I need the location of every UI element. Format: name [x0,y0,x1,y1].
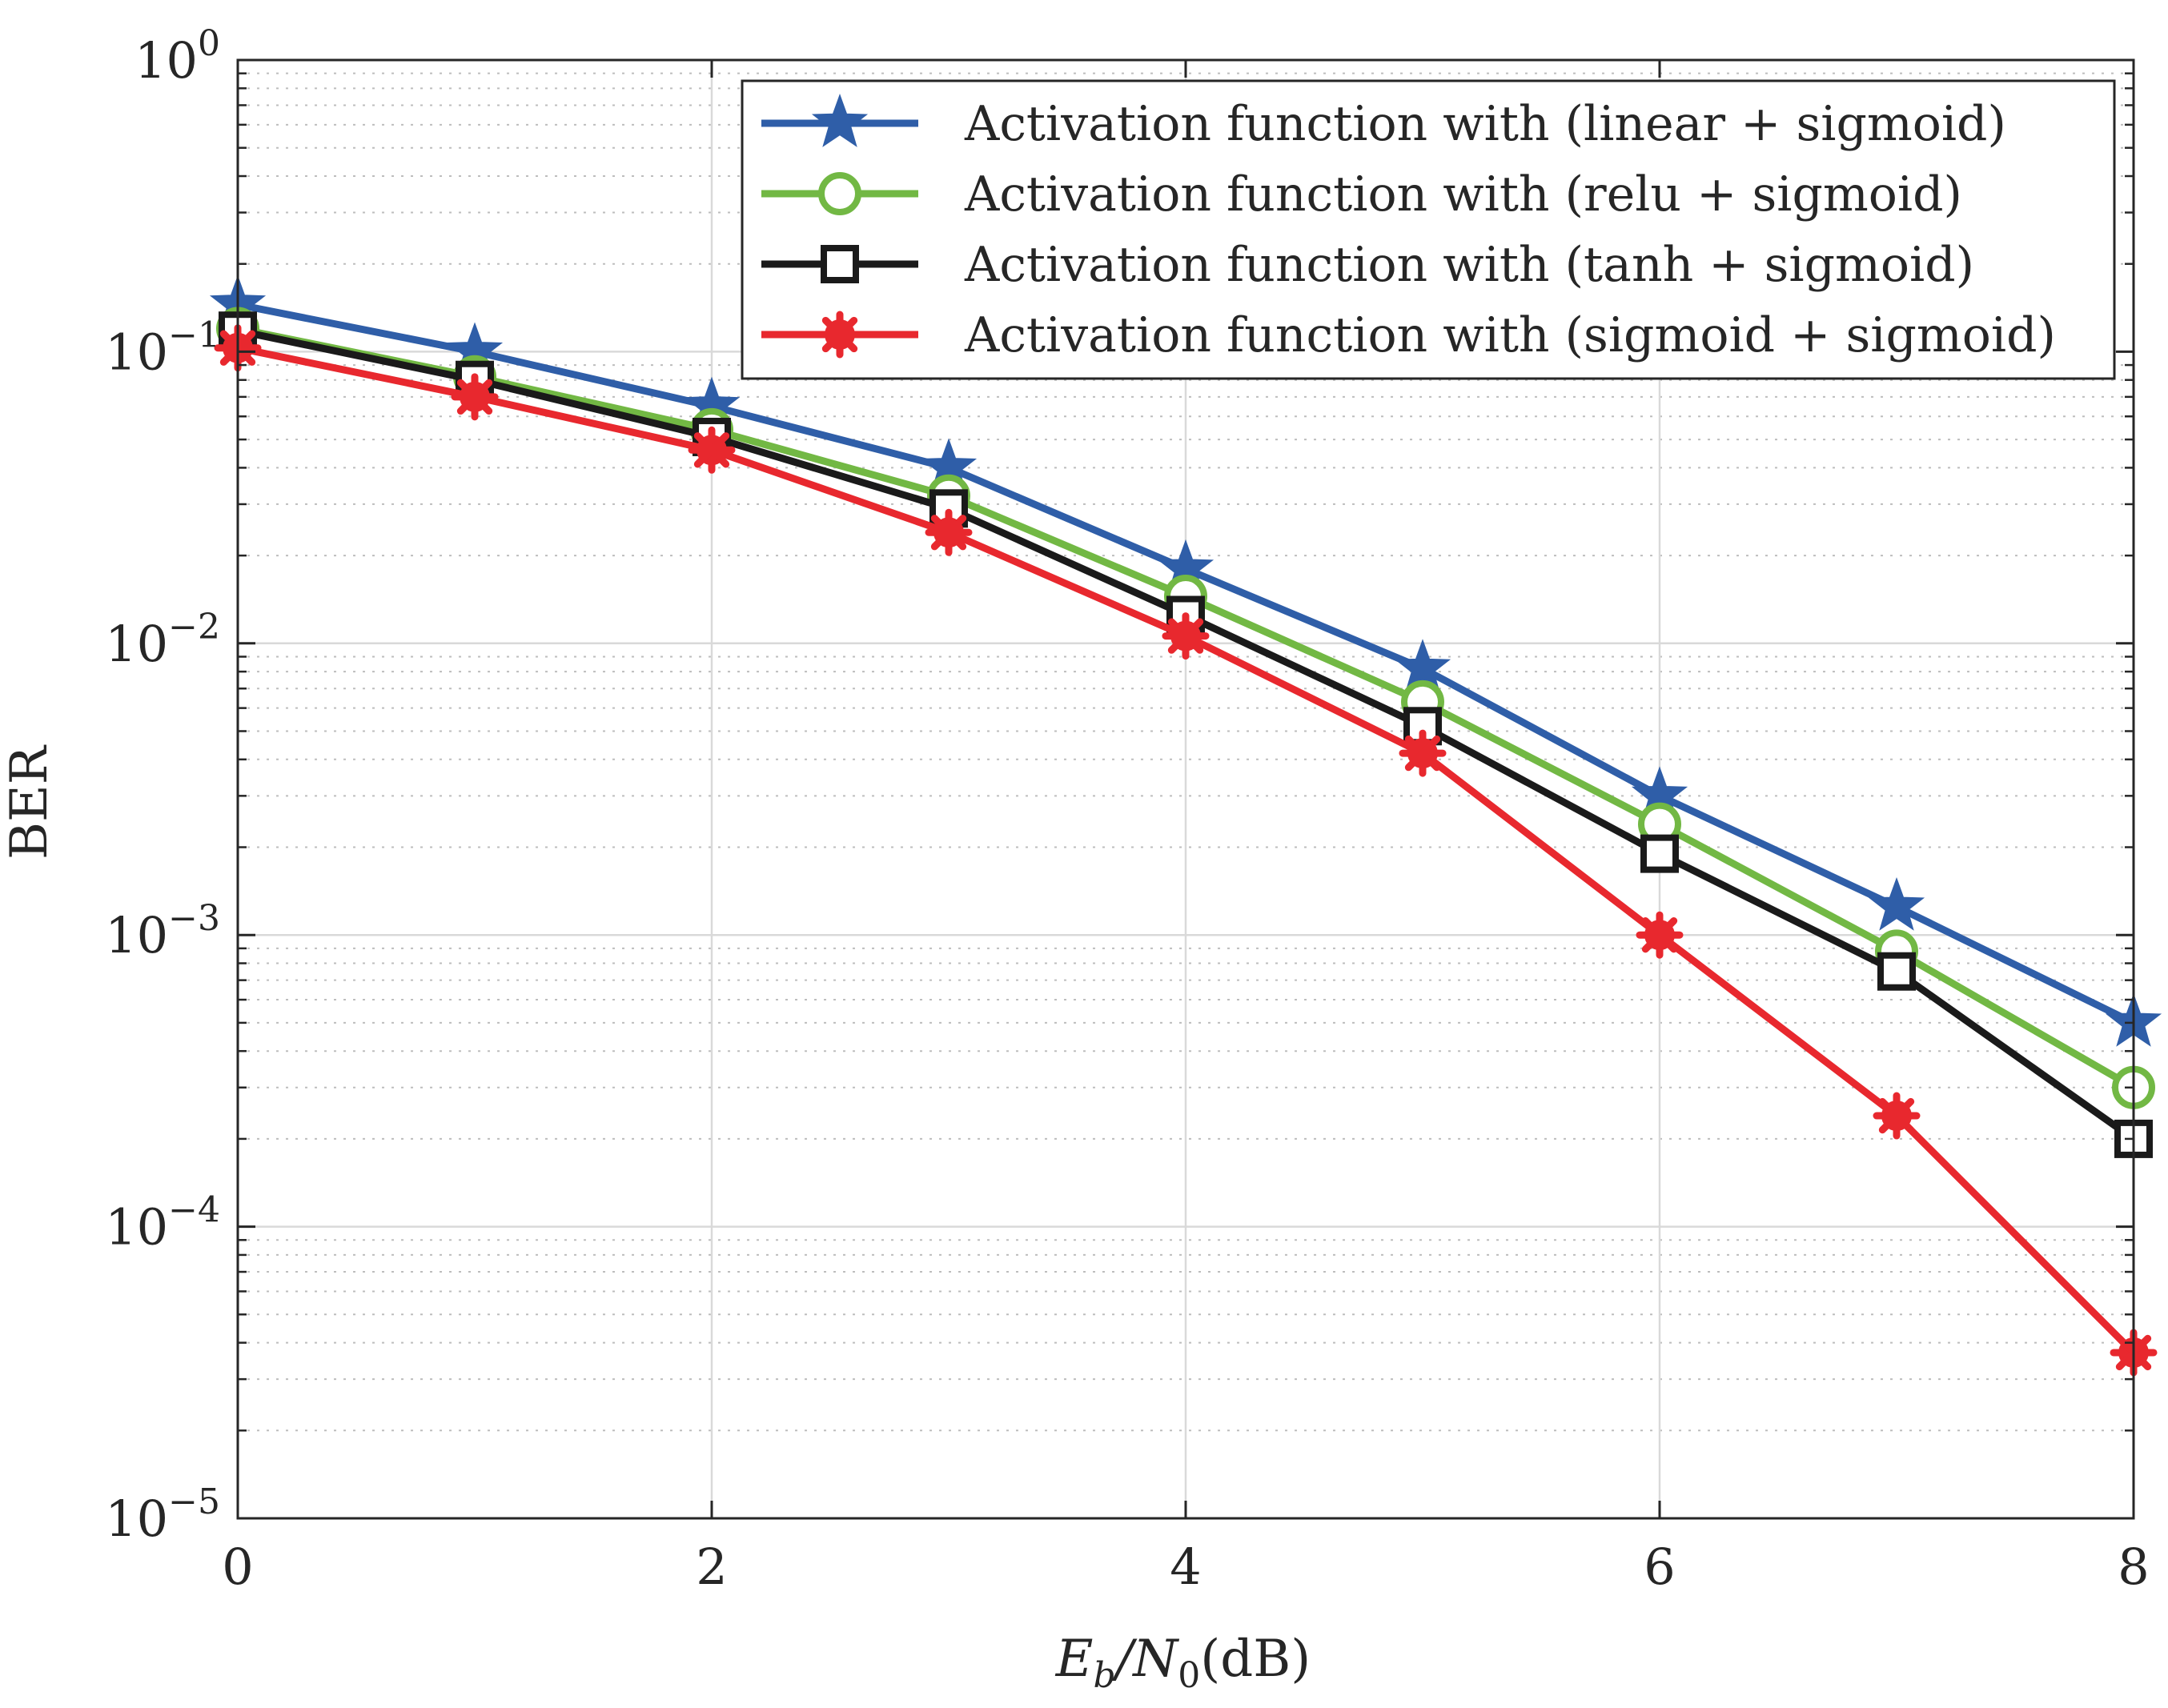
series-4-point [1636,911,1684,959]
series-4-point [1399,729,1447,777]
series-4-point [688,426,736,474]
series-1-point [1394,639,1451,693]
y-tick-label: 10−5 [105,1481,220,1548]
series-4-point [1873,1092,1921,1140]
legend: Activation function with (linear + sigmo… [741,79,2116,380]
x-tick-label: 8 [2118,1538,2149,1596]
legend-box [741,79,2116,380]
series-4-point [451,373,499,421]
x-label-unit: (dB) [1200,1630,1311,1689]
y-tick-exponent: −5 [168,1481,220,1522]
series-4-point-spoke [456,379,493,415]
y-tick-label: 10−2 [105,607,220,673]
legend-marker-spoke [821,316,858,353]
x-label-sub2: 0 [1178,1655,1200,1696]
legend-label: Activation function with (linear + sigmo… [964,96,2006,152]
y-axis-label: BER [0,744,59,860]
y-tick-base: 10 [134,31,198,90]
y-tick-base: 10 [105,1489,168,1548]
y-tick-label: 10−1 [105,315,220,381]
series-3-point [1640,834,1679,873]
x-label-sub1: b [1094,1655,1116,1696]
legend-item: Activation function with (tanh + sigmoid… [761,237,1974,293]
series-1 [209,275,2162,1047]
x-tick-label: 0 [222,1538,253,1596]
y-tick-base: 10 [105,615,168,673]
y-tick-label: 10−4 [105,1190,220,1257]
series-4-point [1162,612,1210,660]
legend-item: Activation function with (linear + sigmo… [761,94,2006,152]
x-tick-label: 6 [1644,1538,1675,1596]
y-tick-exponent: −4 [168,1190,220,1231]
y-tick-base: 10 [105,1198,168,1257]
series-1-point [1868,876,1925,931]
y-tick-label: 10−3 [105,898,220,964]
series-4-point-spoke [693,432,730,468]
series-4-point-spoke [1878,1097,1915,1134]
legend-marker [818,172,861,215]
series-4-point-spoke [1404,735,1441,772]
series-4-point-spoke [1167,618,1204,654]
y-tick-exponent: −3 [168,898,220,939]
legend-marker [821,245,859,283]
x-tick-label: 4 [1170,1538,1201,1596]
series-4-point-spoke [930,515,967,551]
series-4-point-spoke [1641,917,1678,953]
y-tick-exponent: −1 [168,315,220,355]
y-tick-base: 10 [105,323,168,381]
y-tick-exponent: 0 [198,23,220,64]
data-series [209,275,2162,1377]
x-label-slash: /N [1111,1630,1180,1689]
x-axis-label: Eb/N0(dB) [1055,1630,1311,1696]
series-4 [214,324,2158,1377]
legend-item: Activation function with (sigmoid + sigm… [761,307,2056,363]
x-tick-label: 2 [696,1538,727,1596]
y-tick-label: 100 [134,23,220,90]
legend-label: Activation function with (relu + sigmoid… [964,166,1962,223]
y-tick-base: 10 [105,906,168,964]
series-4-point [925,508,973,556]
series-3-point [1877,952,1916,991]
legend-label: Activation function with (tanh + sigmoid… [964,237,1974,293]
legend-label: Activation function with (sigmoid + sigm… [964,307,2056,363]
x-label-main: E [1055,1630,1094,1689]
legend-item: Activation function with (relu + sigmoid… [761,166,1962,223]
y-tick-exponent: −2 [168,607,220,648]
legend-marker [816,311,864,359]
legend-marker [811,94,869,147]
